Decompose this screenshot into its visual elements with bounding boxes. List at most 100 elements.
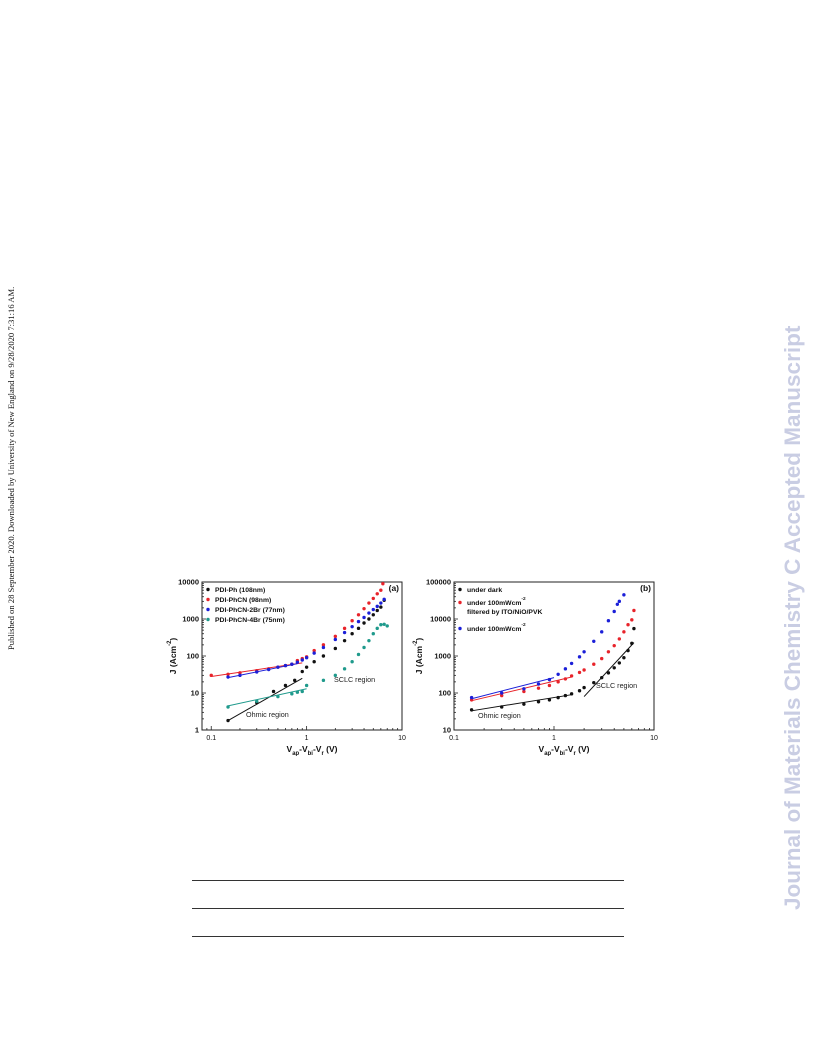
data-point <box>582 650 586 654</box>
data-point <box>630 618 634 622</box>
data-point <box>293 678 297 683</box>
legend-label: filtered by ITO/NiO/PVK <box>467 609 543 616</box>
divider-line-2 <box>192 908 624 909</box>
annotation-ohmic-region: Ohmic region <box>478 711 521 720</box>
fit-line <box>471 694 572 712</box>
data-point <box>226 675 230 679</box>
data-point <box>379 601 383 605</box>
data-point <box>226 705 230 709</box>
data-point <box>362 645 366 650</box>
data-point <box>375 626 379 631</box>
data-point <box>342 638 347 643</box>
y-tick-label: 10000 <box>178 578 199 587</box>
legend-label: PDI-PhCN-2Br (77nm) <box>215 607 285 614</box>
legend-label: under 100mWcm-2 <box>467 622 526 633</box>
data-point <box>226 718 230 723</box>
data-point <box>617 599 622 604</box>
data-point <box>371 607 375 612</box>
data-point <box>300 689 304 694</box>
data-point <box>522 689 526 694</box>
data-point <box>547 698 552 702</box>
data-point <box>385 624 389 628</box>
data-point <box>295 660 300 664</box>
panel-label: (b) <box>640 583 651 593</box>
data-point <box>382 622 386 626</box>
data-point <box>367 601 371 605</box>
figure-panel-a: 0.1 1 10 1 10 100 1000 10000 Vap-Vbi-Vr (V) J (Ac… <box>166 574 406 761</box>
data-point <box>617 661 622 665</box>
data-point <box>500 693 504 698</box>
data-point <box>632 608 636 613</box>
data-point <box>300 658 304 662</box>
data-point <box>563 667 568 671</box>
legend-marker <box>206 597 210 602</box>
annotation-sclc-region: SCLC region <box>596 681 637 690</box>
divider-line-1 <box>192 880 624 881</box>
data-point <box>342 626 347 631</box>
data-point <box>295 690 300 694</box>
data-point <box>556 695 560 700</box>
data-point <box>276 694 280 699</box>
data-point <box>556 680 560 684</box>
plot-frame <box>201 581 403 731</box>
data-point <box>290 692 294 696</box>
data-point <box>342 630 347 635</box>
legend-marker <box>458 587 462 592</box>
data-point <box>606 671 611 675</box>
data-point <box>300 669 304 674</box>
data-point <box>612 643 616 648</box>
data-point <box>612 666 616 670</box>
data-point <box>522 702 526 706</box>
data-point <box>356 613 361 617</box>
data-point <box>290 662 294 666</box>
data-point <box>350 632 354 636</box>
data-point <box>356 626 361 631</box>
data-point <box>600 630 604 634</box>
x-tick-label: 1 <box>305 735 309 742</box>
x-axis-label: Vap-Vbi-Vr (V) <box>287 744 338 756</box>
data-point <box>371 613 375 617</box>
data-point <box>255 670 259 674</box>
data-point <box>556 672 560 677</box>
data-point <box>563 693 568 698</box>
watermark-text: Journal of Materials Chemistry C Accepte… <box>780 325 805 910</box>
x-tick-label: 0.1 <box>206 735 216 742</box>
data-point <box>569 661 574 666</box>
data-point <box>612 609 616 614</box>
data-point <box>577 655 582 659</box>
data-point <box>312 648 316 653</box>
data-point <box>536 686 541 690</box>
y-tick-label: 100 <box>186 652 199 661</box>
data-point <box>238 671 242 675</box>
data-point <box>226 672 230 677</box>
data-point <box>304 665 309 669</box>
data-point <box>362 606 366 611</box>
legend-marker <box>206 617 210 622</box>
annotation-ohmic-region: Ohmic region <box>246 710 289 719</box>
data-point <box>375 604 379 609</box>
figure-panel-b: 0.1 1 10 10 100 1000 10000 100000 Vap-Vbi-Vr (V)… <box>410 574 666 761</box>
fit-line <box>471 677 555 700</box>
fit-line <box>227 688 307 707</box>
data-point <box>321 643 326 647</box>
x-tick-label: 0.1 <box>449 735 459 742</box>
panel-label: (a) <box>389 583 400 593</box>
data-point <box>312 660 316 664</box>
legend-label: PDI-PhCN-4Br (75nm) <box>215 617 285 624</box>
data-point <box>547 677 552 682</box>
data-point <box>382 597 386 602</box>
data-point <box>371 632 375 636</box>
data-point <box>626 648 630 653</box>
data-point <box>606 618 611 623</box>
plot-frame <box>453 581 655 731</box>
data-point <box>321 645 326 650</box>
y-axis-label: J (Acm-2) <box>167 638 178 675</box>
fit-line <box>583 642 635 697</box>
data-point <box>622 655 626 660</box>
data-point <box>312 651 316 655</box>
data-point <box>266 667 271 672</box>
data-point <box>255 699 259 703</box>
data-point <box>569 674 574 678</box>
y-tick-label: 10000 <box>430 615 451 624</box>
data-point <box>371 596 375 601</box>
